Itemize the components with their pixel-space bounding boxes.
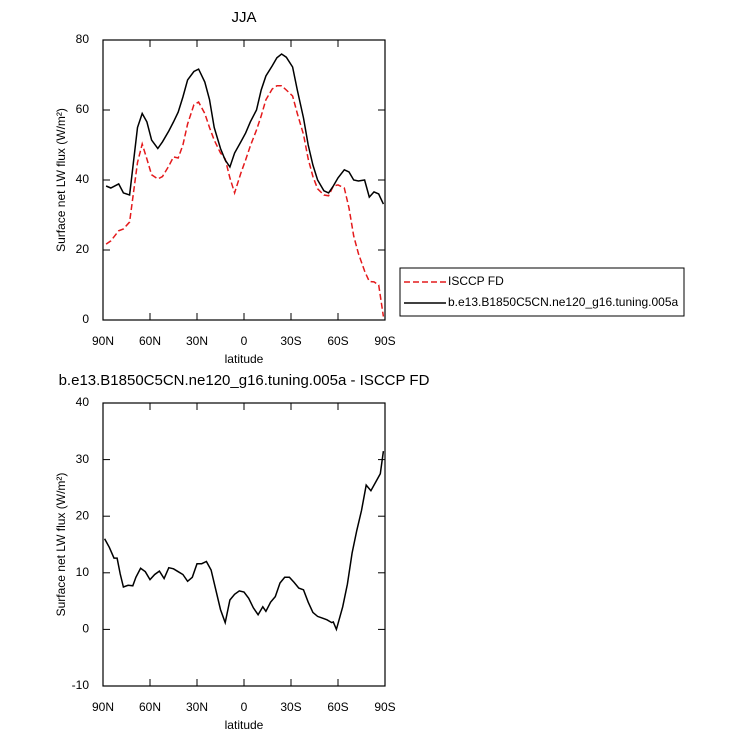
plot-frame (102, 39, 386, 321)
y-axis-label: Surface net LW flux (W/m²) (54, 108, 68, 252)
plot-frame (102, 402, 386, 687)
data-line (105, 85, 385, 317)
x-tick-label: 30S (280, 334, 301, 348)
x-tick-label: 30N (186, 700, 208, 714)
y-tick-label: 20 (76, 508, 90, 522)
x-axis-label: latitude (225, 718, 264, 732)
x-tick-label: 60N (139, 700, 161, 714)
legend-box (399, 267, 685, 317)
x-tick-label: 0 (241, 334, 248, 348)
y-tick-label: -10 (72, 678, 90, 692)
x-tick-label: 60S (327, 700, 348, 714)
data-line (103, 450, 385, 632)
x-tick-label: 30N (186, 334, 208, 348)
legend-label: ISCCP FD (448, 274, 504, 288)
x-tick-label: 0 (241, 700, 248, 714)
chart-title: b.e13.B1850C5CN.ne120_g16.tuning.005a - … (59, 372, 430, 389)
y-tick-label: 0 (82, 622, 89, 636)
data-line (105, 53, 385, 205)
y-tick-label: 40 (76, 172, 90, 186)
x-tick-label: 30S (280, 700, 301, 714)
y-tick-label: 80 (76, 32, 90, 46)
x-axis-label: latitude (225, 352, 264, 366)
x-tick-label: 90S (374, 334, 395, 348)
y-tick-label: 20 (76, 242, 90, 256)
legend: ISCCP FD b.e13.B1850C5CN.ne120_g16.tuning… (399, 267, 685, 317)
y-tick-label: 60 (76, 102, 90, 116)
y-tick-label: 30 (76, 452, 90, 466)
x-tick-label: 90N (92, 700, 114, 714)
x-tick-label: 90N (92, 334, 114, 348)
x-tick-label: 90S (374, 700, 395, 714)
x-tick-label: 60N (139, 334, 161, 348)
y-axis-label: Surface net LW flux (W/m²) (54, 473, 68, 617)
x-tick-label: 60S (327, 334, 348, 348)
legend-label: b.e13.B1850C5CN.ne120_g16.tuning.005a (448, 295, 679, 309)
y-tick-label: 10 (76, 565, 90, 579)
y-tick-label: 0 (82, 312, 89, 326)
chart-title: JJA (231, 9, 256, 26)
y-tick-label: 40 (76, 395, 90, 409)
